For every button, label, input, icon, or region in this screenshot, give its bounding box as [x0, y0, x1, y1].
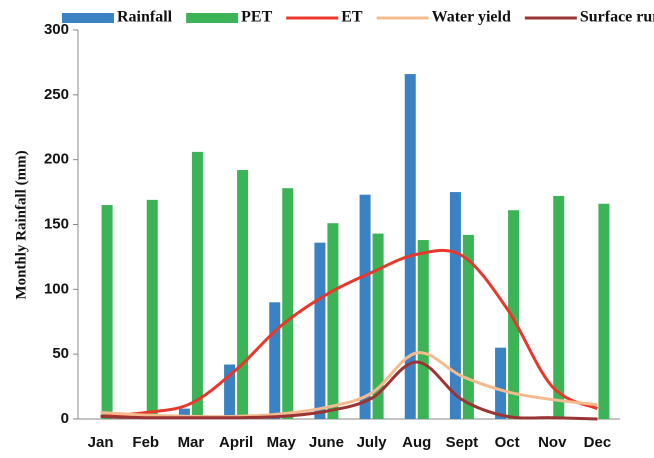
legend-label: ET: [341, 9, 363, 26]
bar: [598, 203, 610, 419]
x-tick-label: Jan: [88, 434, 114, 451]
y-tick-label: 300: [44, 21, 69, 38]
bar: [101, 205, 113, 419]
bar: [327, 223, 339, 419]
x-tick-label: Feb: [132, 434, 159, 451]
y-tick-label: 200: [44, 151, 69, 168]
line: [100, 360, 598, 421]
x-tick-label: June: [309, 434, 344, 451]
bar: [372, 233, 384, 419]
line: [100, 248, 599, 418]
x-tick-label: May: [267, 434, 297, 451]
x-tick-label: Sept: [446, 434, 479, 451]
legend-label: Water yield: [432, 9, 511, 26]
bar: [508, 210, 520, 419]
y-tick-label: 150: [44, 215, 69, 232]
x-tick-label: July: [357, 434, 388, 451]
x-tick-label: Nov: [538, 434, 567, 451]
bar: [224, 364, 236, 419]
bar: [178, 408, 190, 419]
legend-label: Surface runoff: [580, 9, 654, 26]
legend-swatch: [62, 13, 114, 23]
x-tick-label: Oct: [495, 434, 520, 451]
legend-label: PET: [241, 9, 272, 26]
y-tick-label: 100: [44, 280, 69, 297]
bar: [404, 74, 416, 419]
bar: [269, 302, 281, 419]
y-tick-label: 250: [44, 86, 69, 103]
legend-label: Rainfall: [117, 9, 173, 26]
x-tick-label: Mar: [178, 434, 205, 451]
x-tick-label: Aug: [402, 434, 431, 451]
y-tick-label: 50: [52, 345, 69, 362]
bar: [282, 188, 294, 419]
bar: [449, 192, 461, 419]
y-axis-label: Monthly Rainfall (mm): [13, 150, 29, 299]
bar: [314, 242, 326, 419]
bar: [237, 170, 249, 419]
legend-swatch: [186, 13, 239, 23]
bar: [462, 234, 474, 419]
bar: [553, 195, 565, 419]
bar: [417, 240, 429, 419]
x-tick-label: Dec: [584, 434, 612, 451]
y-tick-label: 0: [61, 410, 69, 427]
bar: [359, 194, 371, 419]
x-tick-label: April: [219, 434, 253, 451]
bar: [146, 199, 158, 419]
bar: [191, 151, 203, 420]
bar: [495, 347, 507, 419]
